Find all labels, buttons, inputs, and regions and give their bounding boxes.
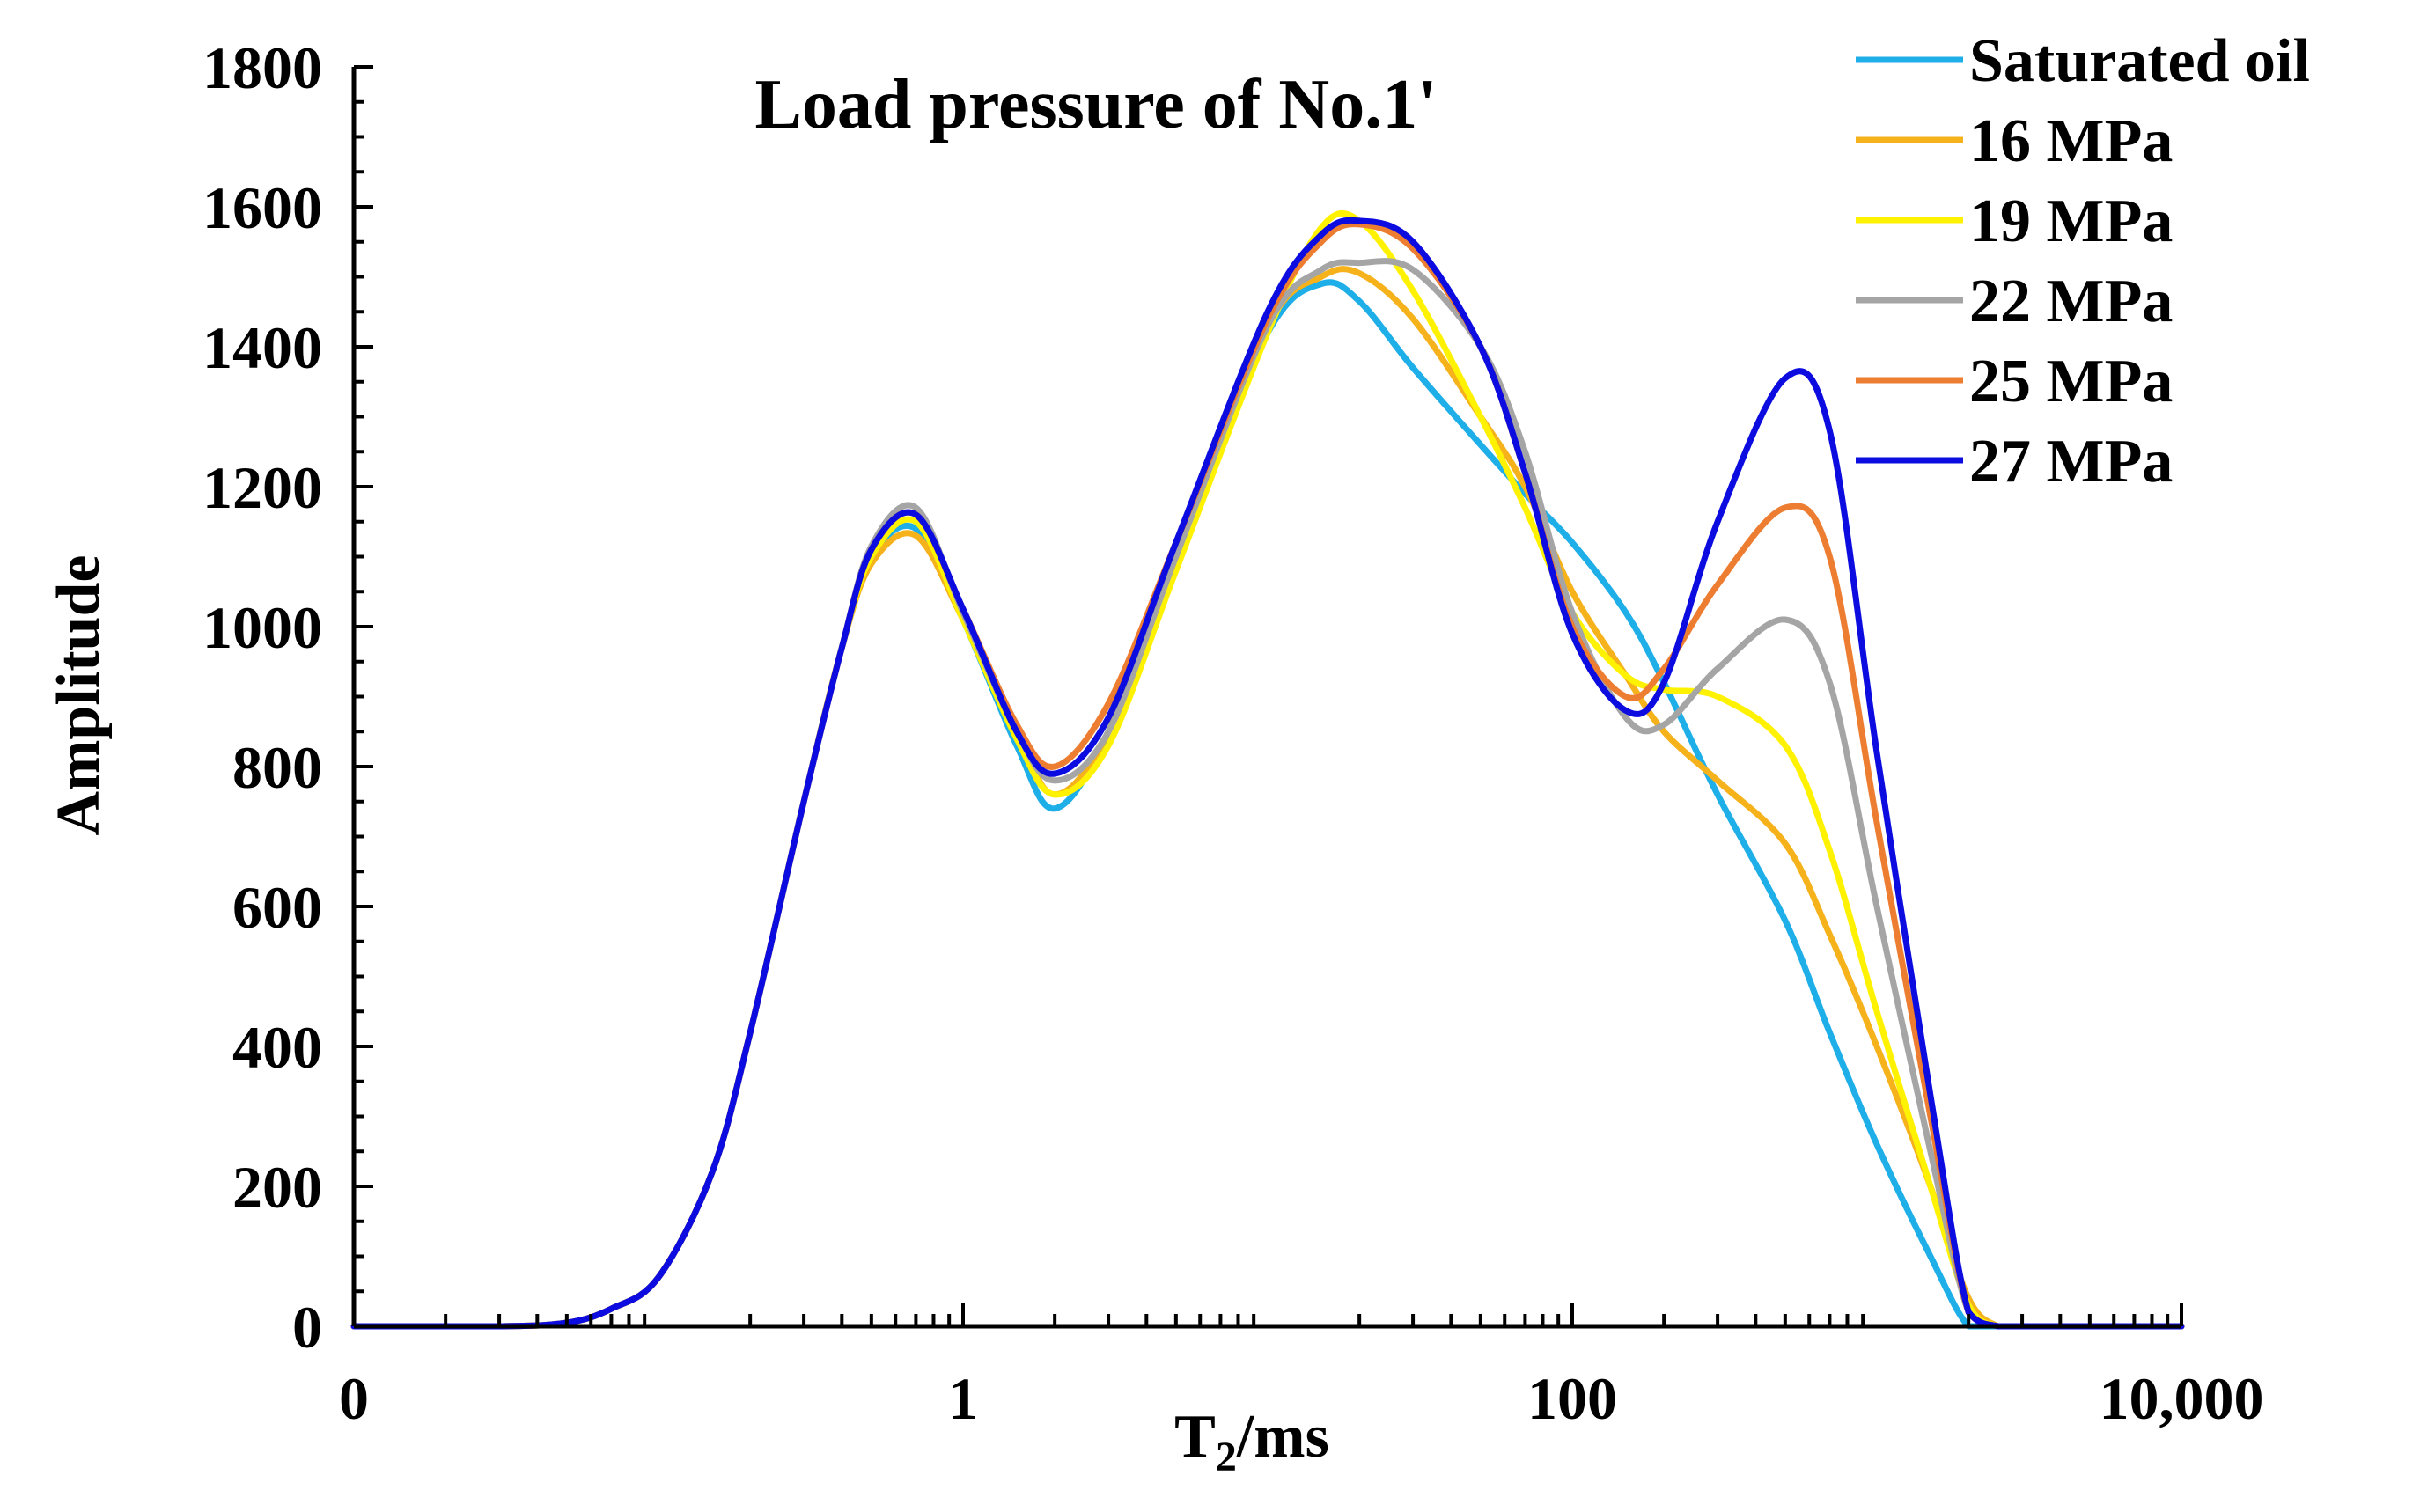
legend-label-1: 16 MPa (1969, 107, 2173, 175)
y-tick-label: 200 (232, 1154, 322, 1221)
y-tick-label: 400 (232, 1014, 322, 1081)
x-tick-label: 10,000 (2100, 1365, 2264, 1432)
y-tick-label: 1400 (202, 314, 322, 381)
series-line-3 (350, 258, 2185, 1330)
legend-label-5: 27 MPa (1969, 428, 2173, 495)
series-line-1 (350, 266, 2185, 1330)
y-tick-label: 800 (232, 734, 322, 801)
legend-label-2: 19 MPa (1969, 187, 2173, 255)
series-line-5 (350, 217, 2185, 1330)
x-tick-label: 1 (948, 1365, 978, 1432)
x-axis-title-main: T (1174, 1403, 1216, 1471)
legend-label-0: Saturated oil (1969, 27, 2310, 95)
y-tick-label: 0 (292, 1294, 322, 1361)
y-axis-title: Amplitude (45, 555, 113, 836)
x-ticks: 0 1 100 10,000 (339, 1303, 2264, 1432)
legend-label-3: 22 MPa (1969, 268, 2173, 335)
y-ticks: 0 200 400 600 800 1000 1200 1400 1600 1800 (202, 34, 373, 1361)
y-tick-label: 600 (232, 874, 322, 941)
series-line-0 (350, 279, 2185, 1330)
chart-title: Load pressure of No.1' (755, 66, 1438, 143)
y-tick-label: 1200 (202, 454, 322, 521)
x-axis-title-suffix: /ms (1236, 1403, 1329, 1471)
y-tick-label: 1600 (202, 174, 322, 241)
y-tick-label: 1800 (202, 34, 322, 101)
legend-label-4: 25 MPa (1969, 348, 2173, 415)
legend: Saturated oil 16 MPa 19 MPa 22 MPa 25 MPa 27 … (1856, 27, 2310, 495)
y-tick-label: 1000 (202, 594, 322, 661)
x-axis-title: T2/ms (1174, 1403, 1329, 1480)
series-line-4 (350, 221, 2185, 1330)
plot-lines (350, 209, 2185, 1330)
x-axis-title-subscript: 2 (1216, 1434, 1237, 1480)
x-tick-label: 0 (339, 1365, 369, 1432)
x-tick-label: 100 (1527, 1365, 1617, 1432)
